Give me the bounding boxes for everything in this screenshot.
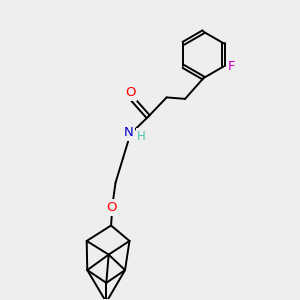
Text: N: N [124, 126, 134, 139]
Text: O: O [125, 86, 136, 99]
Text: O: O [106, 201, 116, 214]
Text: F: F [228, 60, 236, 73]
Text: H: H [137, 130, 146, 143]
